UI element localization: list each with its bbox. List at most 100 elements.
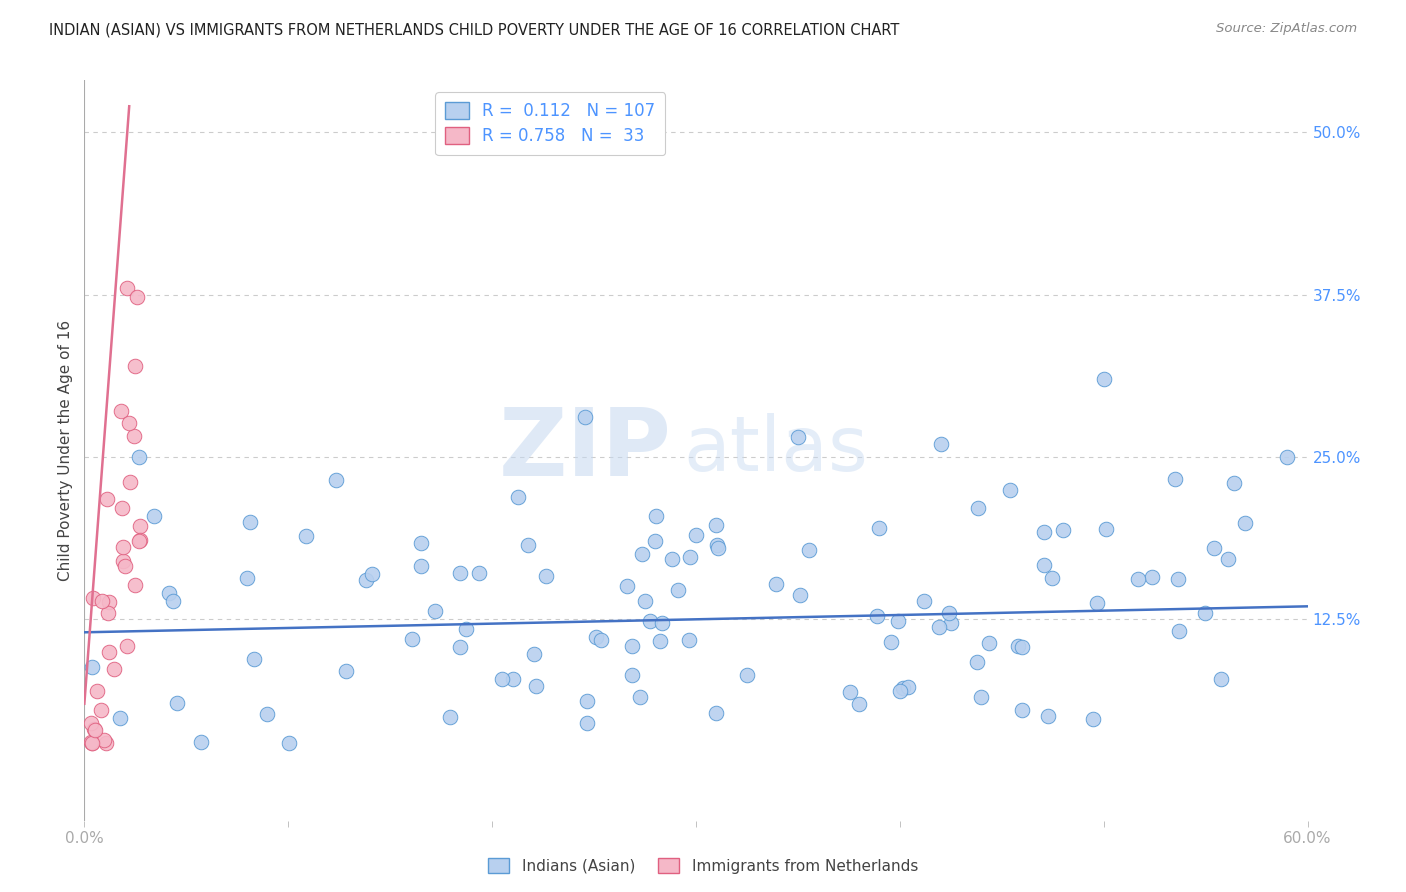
Point [128,519,150,533]
Point [644,534,666,549]
Point [678,632,700,647]
Point [82,591,104,605]
Point [628,690,651,704]
Point [661,552,683,566]
Point [449,566,471,580]
Point [704,706,727,721]
Text: ZIP: ZIP [499,404,672,497]
Point [110,501,132,516]
Text: Source: ZipAtlas.com: Source: ZipAtlas.com [1216,22,1357,36]
Point [157,586,180,600]
Point [666,583,689,598]
Point [765,576,787,591]
Point [80,715,103,730]
Point [938,607,960,621]
Point [1194,606,1216,620]
Point [630,547,652,561]
Point [1007,639,1029,653]
Point [970,690,993,705]
Point [128,450,150,464]
Point [789,588,811,602]
Point [83,722,105,736]
Point [575,694,598,708]
Text: atlas: atlas [683,414,869,487]
Point [425,604,447,618]
Point [129,533,152,547]
Point [706,538,728,552]
Point [1038,709,1060,723]
Point [866,609,889,624]
Point [115,281,138,295]
Point [111,540,134,554]
Point [1094,522,1116,536]
Point [335,664,357,678]
Point [574,409,596,424]
Point [1040,571,1063,585]
Point [114,558,136,573]
Point [162,593,184,607]
Point [401,632,423,646]
Point [82,660,104,674]
Point [517,538,540,552]
Point [103,662,125,676]
Legend: Indians (Asian), Immigrants from Netherlands: Indians (Asian), Immigrants from Netherl… [482,852,924,880]
Point [1204,541,1226,556]
Point [110,711,132,725]
Point [889,683,911,698]
Point [1083,712,1105,726]
Point [439,710,461,724]
Point [502,673,524,687]
Point [124,578,146,592]
Point [1211,672,1233,686]
Point [912,593,935,607]
Point [977,636,1000,650]
Point [868,520,890,534]
Point [143,508,166,523]
Point [707,541,730,555]
Point [929,437,952,451]
Point [1011,703,1033,717]
Point [1033,525,1056,540]
Point [409,536,432,550]
Point [86,683,108,698]
Point [128,533,150,548]
Point [887,615,910,629]
Point [891,681,914,695]
Point [1234,516,1257,531]
Point [848,697,870,711]
Point [112,554,135,568]
Point [93,733,115,747]
Point [98,595,121,609]
Point [928,620,950,634]
Point [1092,372,1115,386]
Point [633,594,655,608]
Point [491,672,513,686]
Point [190,735,212,749]
Y-axis label: Child Poverty Under the Age of 16: Child Poverty Under the Age of 16 [58,320,73,581]
Point [621,667,644,681]
Point [127,290,149,304]
Point [256,706,278,721]
Point [82,736,104,750]
Point [1277,450,1299,464]
Point [117,639,139,653]
Point [236,571,259,585]
Point [82,736,104,750]
Point [787,430,810,444]
Point [1167,572,1189,586]
Point [243,652,266,666]
Point [536,569,558,583]
Point [506,490,529,504]
Point [685,528,707,542]
Point [118,475,141,490]
Point [96,491,118,506]
Point [295,529,318,543]
Point [880,635,903,649]
Point [616,579,638,593]
Point [1216,552,1239,566]
Point [648,633,671,648]
Point [94,736,117,750]
Point [110,404,132,418]
Point [90,594,112,608]
Point [575,716,598,731]
